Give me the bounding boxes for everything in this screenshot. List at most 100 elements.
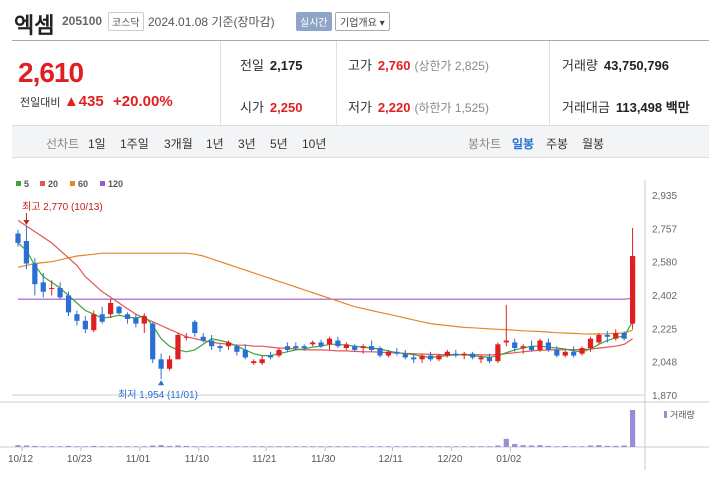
legend-label-20: 20 — [48, 179, 58, 189]
candle-body — [335, 340, 341, 347]
volume-bar — [158, 445, 164, 447]
volume-bar — [545, 445, 552, 447]
candle-body — [107, 302, 114, 315]
candle-body — [503, 340, 509, 343]
candle-body — [49, 287, 55, 289]
volume-bar — [276, 446, 282, 447]
volume-bar — [242, 446, 248, 447]
candle-body — [57, 287, 63, 298]
candle-body — [116, 306, 122, 314]
candle-body — [587, 338, 594, 349]
candle-body — [343, 344, 349, 349]
volume-bar — [49, 446, 55, 447]
candle-body — [453, 353, 459, 356]
volume-bar — [284, 446, 291, 447]
candle-monthly[interactable]: 월봉 — [582, 137, 605, 151]
candle-body — [427, 355, 434, 360]
period-1y[interactable]: 1년 — [206, 137, 224, 151]
candle-body — [545, 342, 552, 350]
ma120-line — [18, 297, 633, 300]
annotation-low-arrowhead — [158, 380, 165, 386]
volume-bar — [478, 446, 484, 447]
period-1w[interactable]: 1주일 — [120, 137, 149, 151]
period-3y[interactable]: 3년 — [238, 137, 256, 151]
legend-swatch-5 — [16, 181, 21, 186]
candle-body — [402, 353, 408, 358]
candle-daily[interactable]: 일봉 — [512, 137, 535, 151]
volume-bar — [360, 446, 366, 447]
x-tick-label: 11/30 — [311, 454, 336, 465]
volume-bar — [596, 445, 602, 447]
volume-bar — [124, 446, 131, 447]
x-tick-label: 10/23 — [67, 454, 92, 465]
volume-bar — [385, 446, 392, 447]
candle-body — [604, 334, 610, 337]
candle-body — [209, 340, 215, 347]
volume-bar — [394, 446, 400, 447]
line-chart-label[interactable]: 선차트 — [46, 137, 80, 151]
candle-body — [478, 357, 484, 360]
period-5y[interactable]: 5년 — [270, 137, 288, 151]
volume: 거래량 43,750,796 — [562, 58, 669, 73]
volume-bar — [613, 445, 619, 447]
volume-bar — [293, 446, 299, 447]
period-3m[interactable]: 3개월 — [164, 137, 193, 151]
volume-bar — [318, 446, 324, 447]
x-tick-label: 11/10 — [185, 454, 210, 465]
candle-body — [537, 340, 543, 350]
volume-bar — [310, 446, 316, 447]
volume-bar — [267, 446, 274, 447]
volume-bar — [175, 445, 181, 447]
annotation-high: 최고 2,770 (10/13) — [22, 201, 103, 213]
candle-weekly[interactable]: 주봉 — [546, 137, 569, 151]
volume-bar — [82, 446, 88, 447]
y-tick-label: 2,757 — [652, 224, 677, 235]
volume-bar — [234, 446, 240, 447]
candle-body — [571, 351, 577, 356]
volume-bar — [419, 446, 425, 447]
quote-panel: 2,610 전일대비 ▲435 +20.00% 전일 2,175 고가 2,760(… — [12, 40, 709, 127]
volume-bar — [587, 445, 594, 447]
volume-bar — [99, 446, 105, 447]
candle-chart-label[interactable]: 봉차트 — [468, 137, 502, 151]
volume-bar — [486, 446, 493, 447]
candle-body — [99, 314, 105, 322]
volume-bar — [368, 446, 375, 447]
volume-bar — [579, 446, 585, 447]
quote-date: 2024.01.08 기준(장마감) — [148, 15, 275, 29]
candle-body — [419, 355, 425, 360]
volume-bar — [23, 445, 30, 447]
candle-body — [385, 351, 392, 356]
period-10y[interactable]: 10년 — [302, 137, 327, 151]
company-info-dropdown[interactable]: 기업개요 ▾ — [335, 12, 390, 31]
volume-bar — [65, 445, 72, 447]
x-tick-label: 12/20 — [437, 454, 462, 465]
candle-body — [310, 342, 316, 345]
volume-bar — [537, 445, 543, 447]
volume-bar — [301, 446, 307, 447]
volume-bar — [604, 445, 610, 447]
volume-bar — [251, 446, 257, 447]
volume-bar — [444, 446, 450, 447]
candle-body — [368, 346, 375, 350]
annotation-low: 최저 1,954 (11/01) — [118, 389, 198, 401]
prev-close: 전일 2,175 — [240, 58, 303, 73]
realtime-button[interactable]: 실시간 — [296, 12, 332, 31]
candle-body — [596, 334, 602, 343]
candlestick-chart[interactable]: 2,935 2,757 2,580 2,402 2,225 2,048 1,870 5 20 60… — [0, 170, 709, 481]
period-1d[interactable]: 1일 — [88, 137, 106, 151]
low-price: 저가 2,220 (하한가 1,525) — [348, 100, 489, 115]
candle-body — [40, 282, 46, 292]
legend-label-5: 5 — [24, 179, 29, 189]
volume-bar — [453, 446, 459, 447]
candle-body — [74, 314, 80, 321]
volume-bar — [326, 446, 333, 447]
candle-body — [301, 346, 307, 349]
candle-body — [629, 256, 636, 324]
candle-body — [528, 346, 535, 350]
market-badge: 코스닥 — [108, 12, 144, 31]
volume-bar — [91, 445, 97, 447]
legend-label-120: 120 — [108, 179, 123, 189]
volume-bar — [571, 446, 577, 447]
trade-amount: 거래대금 113,498 백만 — [562, 100, 690, 115]
